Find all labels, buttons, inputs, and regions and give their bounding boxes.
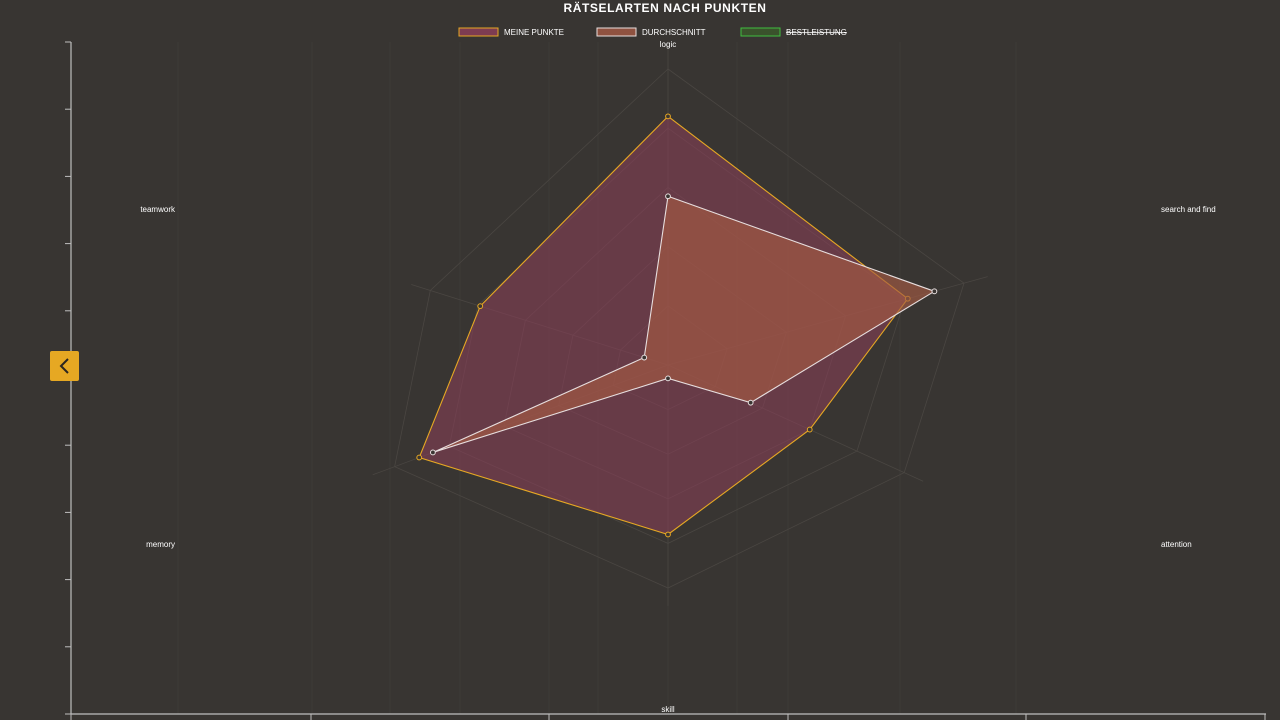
data-point[interactable] [665,531,671,538]
axis-label: attention [1161,540,1192,549]
data-point[interactable] [641,354,648,361]
chart-title: RÄTSELARTEN NACH PUNKTEN [563,0,766,15]
legend-item[interactable]: BESTLEISTUNG [740,27,847,37]
data-point[interactable] [747,399,754,406]
data-point[interactable] [931,288,938,295]
legend-label: MEINE PUNKTE [504,28,564,37]
axis-label: search and find [1161,205,1216,214]
axis-label: skill [661,705,675,714]
axis-labels: logic search and find attention skill memory… [140,40,1215,714]
legend-swatch [596,27,637,37]
data-point[interactable] [416,454,423,461]
series-layer [416,113,938,538]
back-button[interactable] [50,351,79,381]
axis-label: memory [146,540,175,549]
legend-swatch [740,27,781,37]
axis-label: teamwork [140,205,176,214]
legend-swatch [458,27,499,37]
data-point[interactable] [806,426,813,433]
legend: MEINE PUNKTE DURCHSCHNITT BESTLEISTUNG [458,27,847,37]
data-point[interactable] [429,449,436,456]
legend-label: DURCHSCHNITT [642,28,706,37]
data-point[interactable] [665,113,671,120]
legend-item[interactable]: MEINE PUNKTE [458,27,564,37]
legend-item[interactable]: DURCHSCHNITT [596,27,706,37]
data-point[interactable] [477,303,484,310]
data-point[interactable] [665,193,671,200]
data-point[interactable] [665,375,671,382]
series-durchschnitt [429,193,938,456]
axis-label: logic [660,40,676,49]
legend-label: BESTLEISTUNG [786,28,847,37]
chevron-left-icon [59,358,69,374]
